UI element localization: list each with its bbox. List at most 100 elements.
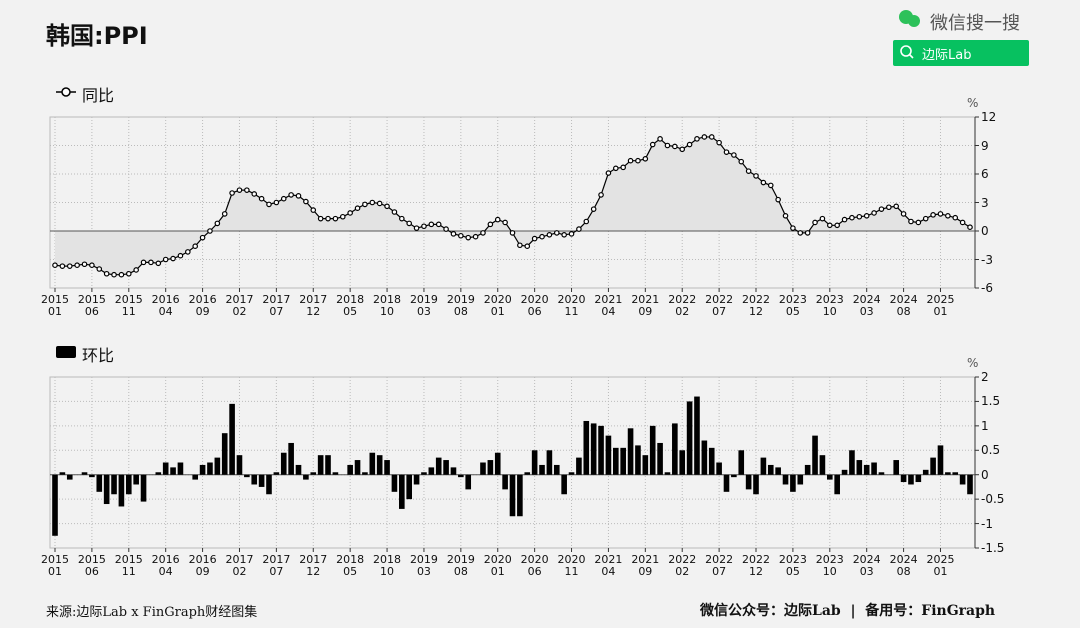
point xyxy=(369,199,376,206)
point xyxy=(244,187,250,193)
x-tick-label: 2015 01 xyxy=(41,293,69,318)
point xyxy=(74,262,80,269)
y-tick-label: 2 xyxy=(981,370,989,384)
point xyxy=(354,205,361,212)
y-tick-label: 3 xyxy=(981,195,989,210)
bar xyxy=(391,474,398,492)
bar xyxy=(103,474,110,505)
point xyxy=(590,206,597,212)
y-tick-label: -0.5 xyxy=(981,492,1005,507)
point xyxy=(723,149,730,155)
bar xyxy=(406,474,412,500)
x-tick-label: 2016 04 xyxy=(151,293,180,318)
point xyxy=(561,232,567,238)
bar xyxy=(561,474,567,495)
point xyxy=(930,212,936,218)
bar xyxy=(782,474,789,485)
bar xyxy=(66,474,73,480)
point xyxy=(539,233,545,240)
line xyxy=(54,136,971,276)
bar xyxy=(111,474,117,495)
x-tick-label: 2016 09 xyxy=(188,553,217,578)
bar xyxy=(635,445,641,475)
search-text[interactable]: 边际Lab xyxy=(922,48,972,63)
x-tick-label: 2025 01 xyxy=(926,293,955,318)
bar xyxy=(716,462,722,475)
footer-note: 微信公众号：边际Lab | 备用号：FinGraph xyxy=(700,603,996,619)
bar xyxy=(642,455,649,475)
point xyxy=(81,261,88,268)
point xyxy=(576,226,582,232)
bar xyxy=(708,447,715,475)
point xyxy=(118,271,125,278)
point xyxy=(767,182,774,189)
bar xyxy=(347,464,353,475)
bar xyxy=(760,457,767,475)
y-tick-label: 0 xyxy=(981,467,989,482)
point xyxy=(716,139,722,146)
point xyxy=(753,173,759,179)
bar xyxy=(428,467,435,475)
y-tick-label: -6 xyxy=(981,281,993,295)
bar xyxy=(435,457,442,475)
bar xyxy=(118,474,125,507)
bar xyxy=(568,472,575,475)
x-tick-label: 2018 10 xyxy=(373,293,402,318)
bar xyxy=(155,472,162,475)
bar xyxy=(354,460,361,475)
bar xyxy=(863,464,870,475)
point xyxy=(170,255,176,262)
point xyxy=(465,234,472,241)
point xyxy=(679,146,686,153)
bar xyxy=(162,462,169,475)
x-tick-label: 2017 12 xyxy=(299,553,328,578)
bar xyxy=(399,474,405,509)
bar xyxy=(81,472,88,475)
bar xyxy=(236,455,243,475)
bar xyxy=(310,472,317,475)
y-tick-label: 9 xyxy=(981,138,989,153)
point xyxy=(443,226,449,232)
point xyxy=(804,230,811,236)
x-tick-label: 2023 10 xyxy=(815,293,844,318)
legend-marker xyxy=(61,87,71,97)
search-box[interactable] xyxy=(893,40,1029,66)
bar xyxy=(229,403,235,475)
y-tick-label: 12 xyxy=(981,110,997,124)
y-tick-label: -3 xyxy=(981,252,993,267)
bar xyxy=(753,474,759,495)
bar xyxy=(546,450,553,475)
x-tick-label: 2022 02 xyxy=(668,553,697,578)
point xyxy=(782,213,789,219)
x-tick-label: 2020 11 xyxy=(557,293,586,318)
bar xyxy=(922,469,929,475)
bar xyxy=(679,450,686,475)
bar xyxy=(967,474,973,495)
point xyxy=(546,232,553,238)
bar xyxy=(251,474,258,485)
x-tick-label: 2020 01 xyxy=(483,293,512,318)
y-axis-label: % xyxy=(967,356,979,370)
point xyxy=(450,231,457,237)
bar xyxy=(266,474,272,495)
bar xyxy=(598,425,604,475)
bar xyxy=(841,469,848,475)
y-axis-label: % xyxy=(967,96,979,110)
bar xyxy=(369,452,376,475)
bar xyxy=(192,474,199,480)
point xyxy=(391,209,398,215)
point xyxy=(922,215,929,222)
bar xyxy=(694,396,700,475)
point xyxy=(221,211,228,217)
point xyxy=(900,211,907,217)
bar xyxy=(745,474,752,490)
bar xyxy=(450,467,457,475)
bar xyxy=(509,474,516,517)
point xyxy=(826,222,833,229)
legend-label: 环比 xyxy=(82,346,115,365)
bar xyxy=(273,472,280,475)
bar xyxy=(930,457,936,475)
point xyxy=(627,157,634,164)
